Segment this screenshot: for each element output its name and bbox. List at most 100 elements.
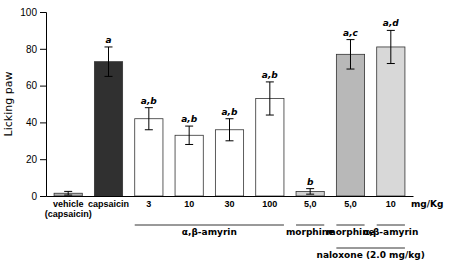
x-tick-label: capsaicin <box>88 199 129 209</box>
x-tick: 5,0 <box>304 199 317 209</box>
x-tick-label: 100 <box>262 199 277 209</box>
error-bar-cap <box>387 63 395 64</box>
error-bar-cap <box>346 39 354 40</box>
error-bar <box>105 47 113 76</box>
error-bar-stem <box>350 40 351 69</box>
y-tick: 0 <box>31 191 46 202</box>
error-bar-stem <box>229 119 230 141</box>
bar-label: a,b <box>141 96 157 106</box>
x-tick-label: 3 <box>146 199 151 209</box>
error-bar <box>306 189 314 195</box>
bar <box>377 47 405 196</box>
bar <box>135 119 163 196</box>
error-bar-cap <box>226 118 234 119</box>
x-tick-label: 10 <box>386 199 396 209</box>
group-bracket <box>336 225 364 226</box>
group-bracket <box>296 225 324 226</box>
x-tick: 30 <box>224 199 234 209</box>
bar-label: a,d <box>383 18 399 28</box>
y-tick: 60 <box>26 80 46 91</box>
error-bar-cap <box>266 81 274 82</box>
unit-label: mg/Kg <box>411 199 444 209</box>
bar-label: b <box>307 177 314 187</box>
error-bar-cap <box>306 194 314 195</box>
error-bar-stem <box>390 30 391 63</box>
error-bar <box>387 30 395 63</box>
x-tick: 3 <box>146 199 151 209</box>
error-bar-stem <box>148 108 149 130</box>
y-axis: 0 20 40 60 80 100 <box>20 7 46 202</box>
bar <box>175 135 203 196</box>
x-tick: capsaicin <box>88 199 129 209</box>
x-tick-label: 5,0 <box>344 199 357 209</box>
error-bar-cap <box>306 188 314 189</box>
error-bar-cap <box>64 191 72 192</box>
bars <box>54 30 405 196</box>
group-label: naloxone (2.0 mg/kg) <box>317 250 425 260</box>
error-bar-cap <box>226 140 234 141</box>
group-bracket <box>135 225 284 226</box>
error-bar-cap <box>185 126 193 127</box>
y-tick-label: 80 <box>26 44 38 55</box>
bar-label: a,b <box>262 70 278 80</box>
error-bar <box>346 40 354 69</box>
y-tick-label: 0 <box>31 191 37 202</box>
group-label: α,β-amyrin <box>363 227 418 237</box>
x-tick-label: vehicle(capsaicin) <box>45 199 92 219</box>
x-tick-label: 5,0 <box>304 199 317 209</box>
x-tick-label: 10 <box>184 199 194 209</box>
error-bar-cap <box>185 144 193 145</box>
error-bar <box>145 108 153 130</box>
y-tick-mark <box>40 12 46 13</box>
bar-label: a,b <box>222 107 238 117</box>
error-bar-stem <box>68 191 69 195</box>
y-tick: 40 <box>26 117 46 128</box>
error-bar <box>185 126 193 144</box>
error-bar <box>226 119 234 141</box>
bar-label: a,c <box>343 28 358 38</box>
y-tick-mark <box>40 159 46 160</box>
error-bar-stem <box>108 47 109 76</box>
y-tick: 20 <box>26 154 46 165</box>
error-bar-cap <box>105 76 113 77</box>
error-bar-cap <box>266 115 274 116</box>
x-tick: 10 <box>184 199 194 209</box>
y-tick-label: 20 <box>26 154 38 165</box>
error-bar <box>64 191 72 195</box>
error-bar-cap <box>64 195 72 196</box>
error-bar-cap <box>145 129 153 130</box>
y-tick-label: 40 <box>26 117 38 128</box>
y-tick-label: 100 <box>20 7 37 18</box>
y-tick-mark <box>40 86 46 87</box>
error-bar-cap <box>387 30 395 31</box>
y-axis-title: Licking paw <box>2 72 15 137</box>
groups: α,β-amyrinmorphinemorphineα,β-amyrin <box>135 225 419 237</box>
error-bar-stem <box>269 82 270 115</box>
error-bar-cap <box>105 46 113 47</box>
error-bar-stem <box>189 126 190 144</box>
bar <box>336 54 364 196</box>
x-tick-label: 30 <box>224 199 234 209</box>
error-bar-cap <box>145 107 153 108</box>
error-bar-stem <box>310 189 311 195</box>
group-bracket <box>336 248 405 249</box>
y-tick: 100 <box>20 7 46 18</box>
x-axis: vehicle(capsaicin)capsaicin 3 10 30 100 5,0 5,… <box>45 197 414 220</box>
group-bracket <box>377 225 405 226</box>
bar-labels: a a,b a,b a,b a,b b a,c a,d <box>105 18 399 186</box>
y-tick-mark <box>40 49 46 50</box>
y-tick-label: 60 <box>26 80 38 91</box>
x-tick: 5,0 <box>344 199 357 209</box>
chart: 0 20 40 60 80 100 Licking paw vehicle(capsaicin… <box>0 0 455 272</box>
x-tick: vehicle(capsaicin) <box>45 199 92 219</box>
cotreatment-groups: naloxone (2.0 mg/kg) <box>317 248 425 260</box>
x-axis-line <box>47 196 414 197</box>
bar-label: a,b <box>181 114 197 124</box>
x-tick: 100 <box>262 199 277 209</box>
bar-label: a <box>105 35 111 45</box>
error-bar <box>266 82 274 115</box>
y-axis-line <box>40 13 47 197</box>
x-tick: 10 <box>386 199 396 209</box>
plot: 0 20 40 60 80 100 Licking paw vehicle(capsaicin… <box>2 7 443 260</box>
y-tick-mark <box>40 122 46 123</box>
